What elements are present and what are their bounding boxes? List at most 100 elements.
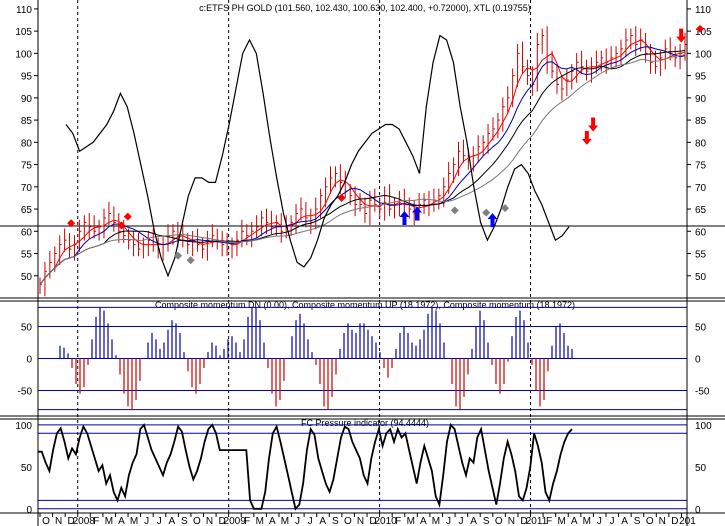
x-tick-label: D (218, 516, 225, 526)
buy-arrow (412, 206, 423, 221)
price-y-label-right: 80 (695, 138, 707, 149)
price-y-label-right: 70 (695, 183, 707, 194)
x-tick-label: J (157, 516, 162, 526)
price-panel-title: c:ETFS PH GOLD (101.560, 102.430, 100.63… (199, 3, 531, 13)
ma-long-line (39, 54, 686, 285)
pressure-panel: FC Pressure indicator (94.4444) 0 0 50 50 10… (15, 418, 712, 516)
sell-arrow (581, 130, 592, 145)
price-y-label-left: 65 (21, 205, 33, 216)
pressure-line (38, 423, 573, 511)
x-tick-label: D (520, 516, 527, 526)
sell-signal (123, 212, 132, 221)
x-tick-label: J (609, 516, 614, 526)
ma-fast-line (39, 39, 686, 285)
price-y-label-right: 110 (695, 5, 711, 16)
ma-slow-line (39, 50, 686, 285)
momentum-y-label-left: 50 (21, 323, 33, 334)
x-tick-label: N (508, 516, 515, 526)
price-y-label-left: 90 (21, 94, 33, 105)
x-tick-label: F (395, 516, 401, 526)
sell-arrow (588, 117, 599, 132)
price-y-label-left: 95 (21, 72, 33, 83)
price-y-label-left: 50 (21, 272, 33, 283)
price-y-label-right: 105 (695, 27, 712, 38)
pressure-y-label-right: 0 (695, 505, 701, 516)
pressure-y-label-right: 100 (695, 421, 712, 432)
x-tick-label: S (483, 516, 490, 526)
price-y-label-left: 70 (21, 183, 33, 194)
price-y-label-right: 50 (695, 272, 707, 283)
momentum-y-label-right: 50 (695, 323, 707, 334)
x-tick-label: S (181, 516, 188, 526)
pressure-y-label-left: 50 (21, 463, 33, 474)
momentum-y-label-right: -50 (695, 386, 710, 397)
x-tick-label: J (446, 516, 451, 526)
momentum-panel: Composite momentum DN (0.00), Composite … (18, 300, 710, 411)
price-y-label-left: 110 (16, 5, 32, 16)
price-y-label-right: 75 (695, 161, 707, 172)
pressure-y-label-left: 0 (26, 505, 32, 516)
sell-signal (117, 221, 126, 230)
price-y-label-left: 85 (21, 116, 33, 127)
pressure-y-label-right: 50 (695, 463, 707, 474)
price-y-label-right: 60 (695, 227, 707, 238)
neutral-signal (482, 208, 491, 217)
x-tick-label: O (193, 516, 201, 526)
x-tick-label: N (206, 516, 213, 526)
sell-arrow (676, 28, 687, 43)
price-y-label-left: 75 (21, 161, 33, 172)
sell-signal (337, 193, 346, 202)
x-tick-label: M (105, 516, 113, 526)
x-tick-label: S (634, 516, 641, 526)
x-tick-label: M (256, 516, 264, 526)
x-tick-label: J (597, 516, 602, 526)
price-y-label-left: 105 (15, 27, 32, 38)
price-y-label-left: 55 (21, 250, 33, 261)
x-tick-label: A (470, 516, 477, 526)
x-tick-label: A (420, 516, 427, 526)
x-tick-label: M (130, 516, 138, 526)
x-tick-label: F (93, 516, 99, 526)
price-y-label-right: 65 (695, 205, 707, 216)
x-tick-label: D (671, 516, 678, 526)
price-y-label-right: 95 (695, 72, 707, 83)
x-tick-label: O (42, 516, 50, 526)
x-tick-label: 2009 (224, 516, 247, 526)
ma-mid-line (39, 46, 686, 285)
x-tick-label: M (407, 516, 415, 526)
momentum-panel-title: Composite momentum DN (0.00), Composite … (155, 300, 575, 310)
pressure-panel-title: FC Pressure indicator (94.4444) (301, 418, 429, 428)
x-tick-label: M (583, 516, 591, 526)
x-tick-label: N (55, 516, 62, 526)
x-tick-label: M (432, 516, 440, 526)
x-tick-label: O (344, 516, 352, 526)
x-tick-label: A (621, 516, 628, 526)
x-tick-label: J (144, 516, 149, 526)
neutral-signal (450, 206, 459, 215)
x-tick-label: O (495, 516, 503, 526)
x-tick-label: S (332, 516, 339, 526)
x-tick-label: 2010 (374, 516, 397, 526)
x-tick-label: A (118, 516, 125, 526)
momentum-y-label-right: 0 (695, 355, 701, 366)
oscillator-line (65, 34, 570, 278)
x-tick-label: N (357, 516, 364, 526)
buy-arrow (399, 210, 410, 225)
momentum-y-label-left: -50 (18, 386, 33, 397)
x-tick-label: J (295, 516, 300, 526)
x-tick-label: A (168, 516, 175, 526)
price-panel: c:ETFS PH GOLD (101.560, 102.430, 100.63… (0, 0, 725, 513)
price-y-label-right: 85 (695, 116, 707, 127)
price-y-label-left: 100 (15, 49, 32, 60)
sell-signal (696, 24, 705, 33)
x-tick-label: M (558, 516, 566, 526)
x-tick-label: 201 (679, 516, 696, 526)
x-tick-label: M (281, 516, 289, 526)
price-y-label-right: 55 (695, 250, 707, 261)
neutral-signal (186, 256, 195, 265)
price-y-label-right: 100 (695, 49, 712, 60)
momentum-y-label-left: 0 (26, 355, 32, 366)
neutral-signal (501, 204, 510, 213)
sell-signal (67, 219, 76, 228)
x-tick-label: O (646, 516, 654, 526)
